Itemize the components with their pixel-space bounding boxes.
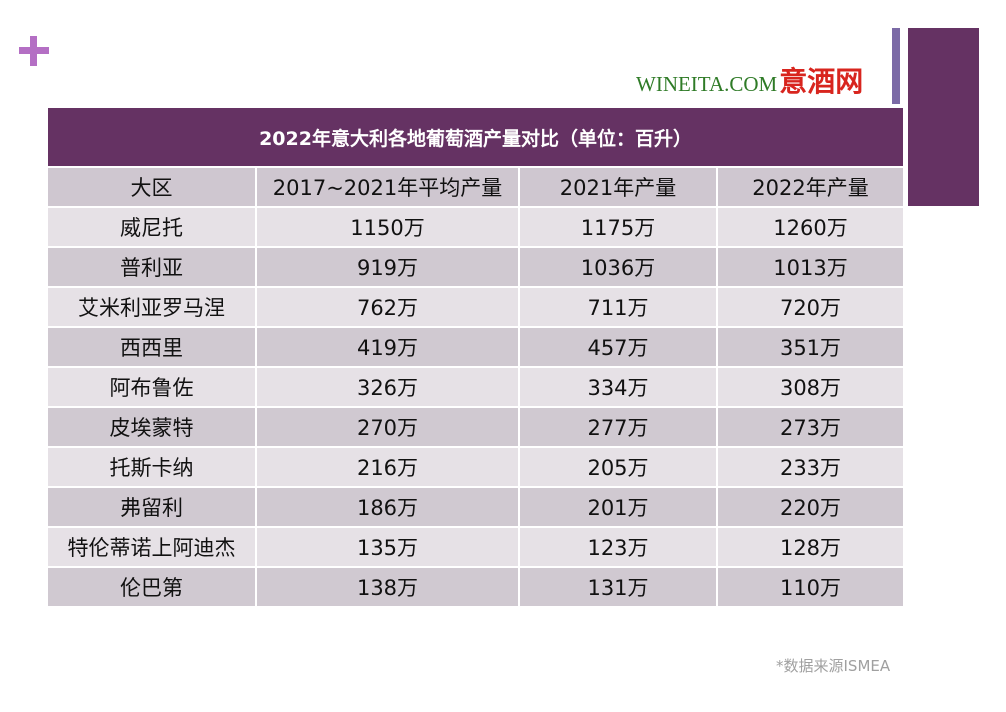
column-header-average: 2017~2021年平均产量 (255, 166, 520, 208)
table-row: 阿布鲁佐 326万 334万 308万 (46, 366, 906, 408)
average-cell: 419万 (255, 326, 520, 368)
column-header-2021: 2021年产量 (518, 166, 718, 208)
table-row: 伦巴第 138万 131万 110万 (46, 566, 906, 608)
decorative-accent-bar (892, 28, 900, 104)
average-cell: 270万 (255, 406, 520, 448)
column-header-region: 大区 (46, 166, 257, 208)
table-header-row: 大区 2017~2021年平均产量 2021年产量 2022年产量 (46, 166, 906, 208)
average-cell: 138万 (255, 566, 520, 608)
logo-text-en: WINEITA.COM (636, 72, 778, 96)
data-source-note: *数据来源ISMEA (776, 657, 891, 675)
table-row: 普利亚 919万 1036万 1013万 (46, 246, 906, 288)
region-cell: 西西里 (46, 326, 257, 368)
production-2022-cell: 128万 (715, 526, 906, 568)
production-2021-cell: 711万 (518, 286, 718, 328)
decorative-accent-block (908, 28, 979, 206)
production-2021-cell: 131万 (518, 566, 718, 608)
production-2022-cell: 720万 (715, 286, 906, 328)
average-cell: 326万 (255, 366, 520, 408)
production-2022-cell: 308万 (715, 366, 906, 408)
average-cell: 762万 (255, 286, 520, 328)
region-cell: 皮埃蒙特 (46, 406, 257, 448)
region-cell: 伦巴第 (46, 566, 257, 608)
production-2022-cell: 1260万 (715, 206, 906, 248)
region-cell: 托斯卡纳 (46, 446, 257, 488)
table-row: 皮埃蒙特 270万 277万 273万 (46, 406, 906, 448)
production-2022-cell: 351万 (715, 326, 906, 368)
production-2021-cell: 1175万 (518, 206, 718, 248)
production-2021-cell: 457万 (518, 326, 718, 368)
region-cell: 弗留利 (46, 486, 257, 528)
average-cell: 1150万 (255, 206, 520, 248)
table-row: 艾米利亚罗马涅 762万 711万 720万 (46, 286, 906, 328)
table-row: 弗留利 186万 201万 220万 (46, 486, 906, 528)
production-2021-cell: 1036万 (518, 246, 718, 288)
table-title: 2022年意大利各地葡萄酒产量对比（单位：百升） (45, 108, 906, 168)
region-cell: 威尼托 (46, 206, 257, 248)
region-cell: 特伦蒂诺上阿迪杰 (46, 526, 257, 568)
region-cell: 阿布鲁佐 (46, 366, 257, 408)
production-2021-cell: 334万 (518, 366, 718, 408)
production-2022-cell: 220万 (715, 486, 906, 528)
average-cell: 186万 (255, 486, 520, 528)
logo-text-cn: 意酒网 (779, 65, 864, 98)
region-cell: 普利亚 (46, 246, 257, 288)
table-row: 威尼托 1150万 1175万 1260万 (46, 206, 906, 248)
production-2022-cell: 1013万 (715, 246, 906, 288)
production-2022-cell: 233万 (715, 446, 906, 488)
average-cell: 919万 (255, 246, 520, 288)
wine-production-table: 2022年意大利各地葡萄酒产量对比（单位：百升） 大区 2017~2021年平均… (45, 108, 906, 608)
average-cell: 135万 (255, 526, 520, 568)
region-cell: 艾米利亚罗马涅 (46, 286, 257, 328)
plus-icon (19, 36, 49, 66)
table-row: 特伦蒂诺上阿迪杰 135万 123万 128万 (46, 526, 906, 568)
production-2021-cell: 123万 (518, 526, 718, 568)
production-2021-cell: 201万 (518, 486, 718, 528)
production-2022-cell: 273万 (715, 406, 906, 448)
table-row: 托斯卡纳 216万 205万 233万 (46, 446, 906, 488)
table-row: 西西里 419万 457万 351万 (46, 326, 906, 368)
production-2021-cell: 277万 (518, 406, 718, 448)
production-2021-cell: 205万 (518, 446, 718, 488)
wineita-logo: WINEITA.COM 意酒网 (636, 60, 863, 98)
column-header-2022: 2022年产量 (715, 166, 906, 208)
average-cell: 216万 (255, 446, 520, 488)
production-2022-cell: 110万 (715, 566, 906, 608)
